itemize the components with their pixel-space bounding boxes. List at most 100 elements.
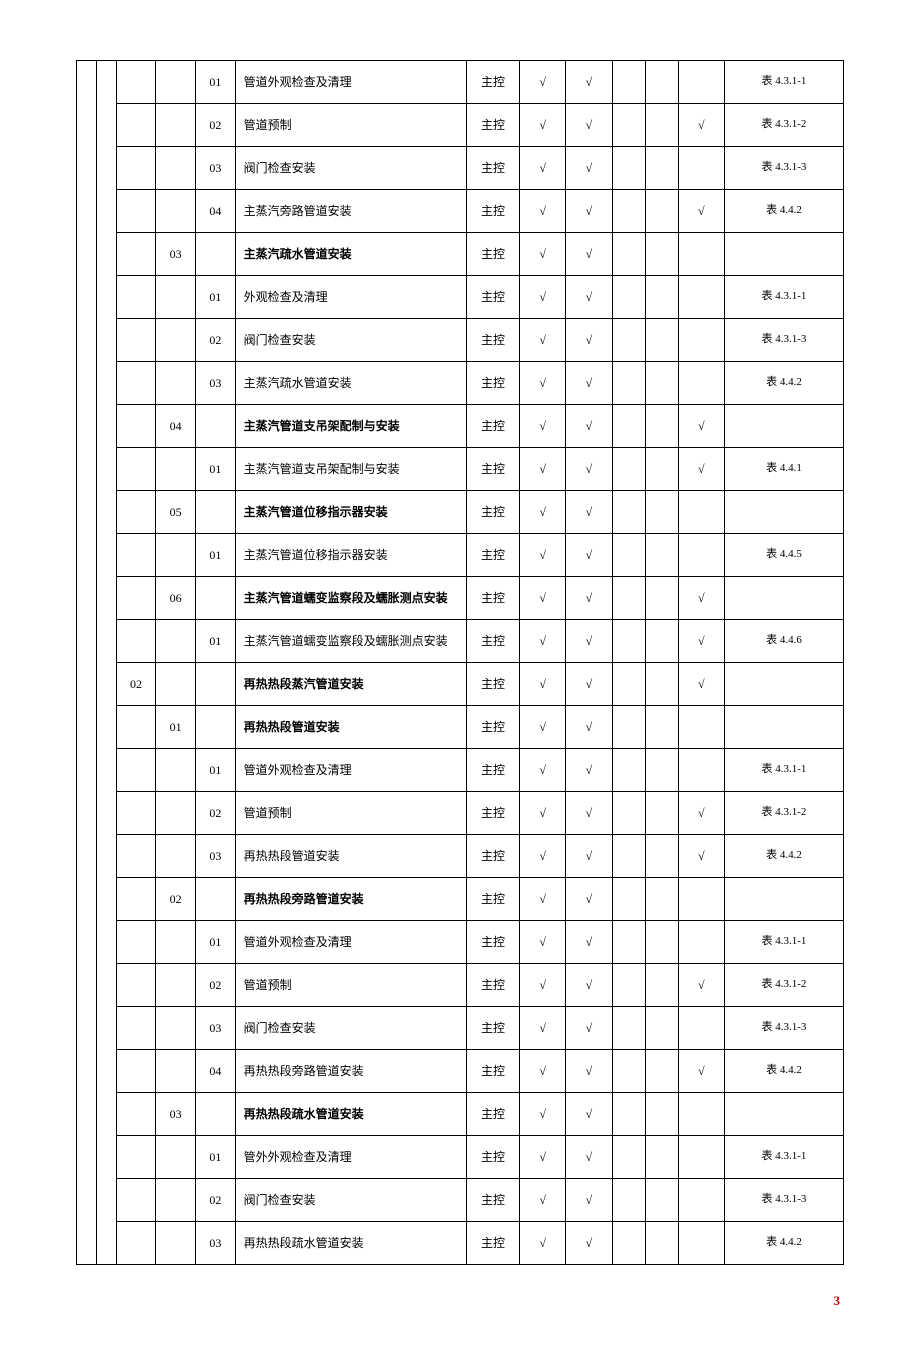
col-item-name: 管道外观检查及清理 xyxy=(235,921,466,964)
col-reference: 表 4.3.1-3 xyxy=(724,1179,843,1222)
col-check-1: √ xyxy=(519,577,565,620)
col-check-3 xyxy=(612,104,645,147)
col-check-4 xyxy=(645,1179,678,1222)
col-check-5 xyxy=(678,749,724,792)
col-check-4 xyxy=(645,190,678,233)
col-code-2 xyxy=(156,620,196,663)
col-check-5 xyxy=(678,1093,724,1136)
col-check-3 xyxy=(612,534,645,577)
col-check-4 xyxy=(645,964,678,1007)
col-code-1 xyxy=(116,749,156,792)
document-page: 01管道外观检查及清理主控√√表 4.3.1-102管道预制主控√√√表 4.3… xyxy=(0,0,920,1349)
col-control: 主控 xyxy=(467,921,520,964)
col-item-name: 主蒸汽管道蠕变监察段及蠕胀测点安装 xyxy=(235,620,466,663)
col-item-name: 管道外观检查及清理 xyxy=(235,749,466,792)
col-code-2 xyxy=(156,1007,196,1050)
table-row: 01再热热段管道安装主控√√ xyxy=(77,706,844,749)
spec-table: 01管道外观检查及清理主控√√表 4.3.1-102管道预制主控√√√表 4.3… xyxy=(76,60,844,1265)
col-check-1: √ xyxy=(519,61,565,104)
col-code-1 xyxy=(116,405,156,448)
col-code-1 xyxy=(116,620,156,663)
col-check-1: √ xyxy=(519,878,565,921)
table-row: 04主蒸汽旁路管道安装主控√√√表 4.4.2 xyxy=(77,190,844,233)
col-check-2: √ xyxy=(566,749,612,792)
col-code-1 xyxy=(116,878,156,921)
col-check-2: √ xyxy=(566,620,612,663)
col-code-2 xyxy=(156,1179,196,1222)
col-item-name: 管外外观检查及清理 xyxy=(235,1136,466,1179)
col-reference: 表 4.3.1-3 xyxy=(724,1007,843,1050)
col-code-1 xyxy=(116,964,156,1007)
col-code-2: 06 xyxy=(156,577,196,620)
col-item-name: 阀门检查安装 xyxy=(235,319,466,362)
col-reference xyxy=(724,706,843,749)
col-check-1: √ xyxy=(519,233,565,276)
col-check-5 xyxy=(678,1136,724,1179)
col-check-3 xyxy=(612,577,645,620)
col-code-1 xyxy=(116,362,156,405)
col-check-4 xyxy=(645,663,678,706)
col-code-3 xyxy=(196,1093,236,1136)
col-check-3 xyxy=(612,921,645,964)
col-check-1: √ xyxy=(519,190,565,233)
table-row: 02再热热段旁路管道安装主控√√ xyxy=(77,878,844,921)
col-check-4 xyxy=(645,921,678,964)
col-reference: 表 4.3.1-3 xyxy=(724,319,843,362)
col-check-5: √ xyxy=(678,835,724,878)
table-row: 01外观检查及清理主控√√表 4.3.1-1 xyxy=(77,276,844,319)
col-code-2 xyxy=(156,921,196,964)
col-check-5 xyxy=(678,233,724,276)
col-control: 主控 xyxy=(467,620,520,663)
col-reference: 表 4.4.5 xyxy=(724,534,843,577)
col-item-name: 再热热段管道安装 xyxy=(235,706,466,749)
col-item-name: 主蒸汽旁路管道安装 xyxy=(235,190,466,233)
table-row: 01管外外观检查及清理主控√√表 4.3.1-1 xyxy=(77,1136,844,1179)
col-code-2 xyxy=(156,749,196,792)
col-check-2: √ xyxy=(566,835,612,878)
col-code-3: 02 xyxy=(196,319,236,362)
col-code-1 xyxy=(116,792,156,835)
col-reference xyxy=(724,577,843,620)
col-code-3: 01 xyxy=(196,921,236,964)
col-check-4 xyxy=(645,491,678,534)
col-item-name: 管道预制 xyxy=(235,964,466,1007)
col-check-2: √ xyxy=(566,147,612,190)
col-check-5: √ xyxy=(678,448,724,491)
col-reference: 表 4.3.1-2 xyxy=(724,964,843,1007)
col-code-1 xyxy=(116,233,156,276)
page-number: 3 xyxy=(76,1293,844,1309)
col-reference: 表 4.4.1 xyxy=(724,448,843,491)
col-code-1 xyxy=(116,1179,156,1222)
col-reference: 表 4.3.1-3 xyxy=(724,147,843,190)
col-check-3 xyxy=(612,1007,645,1050)
col-check-2: √ xyxy=(566,706,612,749)
col-check-2: √ xyxy=(566,1093,612,1136)
col-check-5 xyxy=(678,706,724,749)
col-check-4 xyxy=(645,1007,678,1050)
col-code-3: 02 xyxy=(196,964,236,1007)
col-code-3: 01 xyxy=(196,534,236,577)
table-row: 03再热热段管道安装主控√√√表 4.4.2 xyxy=(77,835,844,878)
col-check-1: √ xyxy=(519,1179,565,1222)
col-code-3: 01 xyxy=(196,749,236,792)
col-check-5 xyxy=(678,878,724,921)
col-control: 主控 xyxy=(467,1050,520,1093)
col-code-2 xyxy=(156,1222,196,1265)
col-control: 主控 xyxy=(467,1093,520,1136)
col-reference xyxy=(724,878,843,921)
col-reference: 表 4.3.1-1 xyxy=(724,921,843,964)
col-code-3: 03 xyxy=(196,362,236,405)
col-check-2: √ xyxy=(566,577,612,620)
col-code-3 xyxy=(196,878,236,921)
col-check-2: √ xyxy=(566,276,612,319)
col-check-2: √ xyxy=(566,663,612,706)
col-item-name: 阀门检查安装 xyxy=(235,1179,466,1222)
col-control: 主控 xyxy=(467,878,520,921)
col-check-4 xyxy=(645,147,678,190)
col-reference: 表 4.3.1-1 xyxy=(724,276,843,319)
col-code-1 xyxy=(116,1007,156,1050)
col-code-2 xyxy=(156,448,196,491)
col-check-1: √ xyxy=(519,1136,565,1179)
table-row: 01管道外观检查及清理主控√√表 4.3.1-1 xyxy=(77,61,844,104)
col-code-3: 01 xyxy=(196,276,236,319)
